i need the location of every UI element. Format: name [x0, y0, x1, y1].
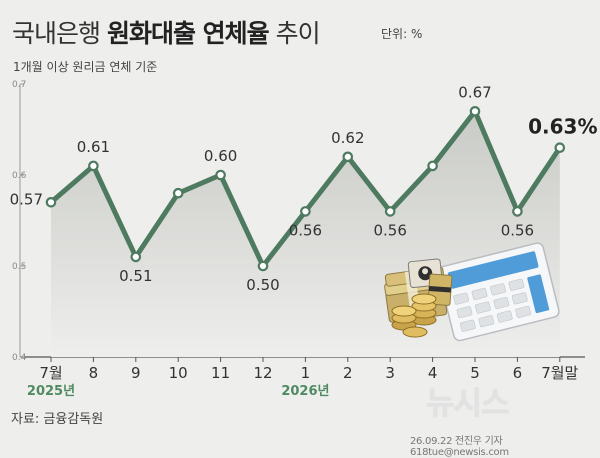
y-tick-label: 0.7	[12, 80, 26, 90]
y-tick-label: 0.6	[12, 171, 27, 181]
year-label: 2026년	[281, 384, 329, 399]
x-tick-label: 4	[428, 364, 438, 382]
credit-line: 26.09.22 전진우 기자 618tue@newsis.com	[410, 436, 509, 458]
data-point	[130, 251, 142, 263]
source-note: 자료: 금융감독원	[11, 412, 104, 427]
y-tick-label: 0.5	[12, 262, 26, 272]
data-point	[342, 151, 354, 163]
y-tick-label: 0.4	[12, 353, 27, 363]
unit-label: 단위: %	[381, 27, 423, 41]
x-tick-label: 2	[343, 364, 353, 382]
data-label: 0.56	[289, 221, 322, 239]
title-suffix: 추이	[268, 19, 321, 48]
data-point	[300, 206, 311, 217]
data-point	[384, 206, 396, 217]
data-label: 0.57	[10, 190, 43, 208]
data-label: 0.51	[119, 267, 152, 285]
data-label: 0.56	[373, 221, 406, 239]
data-point	[427, 160, 438, 172]
data-point	[512, 206, 523, 217]
watermark-logo: 뉴시스	[426, 386, 510, 422]
coin-stack-icon	[391, 293, 437, 338]
x-tick-label: 8	[89, 364, 99, 382]
x-tick-label: 7월말	[541, 364, 578, 382]
data-label: 0.62	[331, 129, 364, 147]
data-point	[469, 106, 481, 117]
calculator-icon	[437, 242, 560, 342]
data-point	[45, 197, 57, 208]
data-point	[215, 169, 226, 181]
chart-subtitle: 1개월 이상 원리금 연체 기준	[13, 60, 158, 74]
x-tick-label: 3	[385, 364, 395, 382]
x-tick-label: 9	[131, 364, 141, 382]
data-label: 0.67	[458, 83, 491, 101]
data-point	[172, 187, 184, 199]
x-tick-label: 10	[169, 364, 188, 382]
year-label: 2025년	[27, 384, 75, 399]
title-emphasis: 원화대출 연체율	[106, 19, 270, 48]
data-label: 0.63%	[528, 115, 597, 139]
data-label: 0.50	[246, 276, 279, 294]
x-tick-label: 7월	[39, 364, 62, 382]
data-point	[88, 160, 99, 172]
data-point	[257, 260, 269, 272]
title-prefix: 국내은행	[12, 19, 107, 48]
data-label: 0.61	[77, 138, 110, 156]
x-tick-label: 5	[470, 364, 480, 382]
x-tick-label: 6	[513, 364, 523, 382]
data-label: 0.60	[204, 147, 237, 165]
data-point	[554, 142, 566, 153]
x-tick-label: 1	[301, 364, 311, 382]
chart-title: 국내은행 원화대출 연체율 추이	[12, 14, 321, 50]
x-tick-label: 11	[211, 364, 230, 382]
data-label: 0.56	[501, 221, 534, 239]
x-tick-label: 12	[253, 364, 272, 382]
